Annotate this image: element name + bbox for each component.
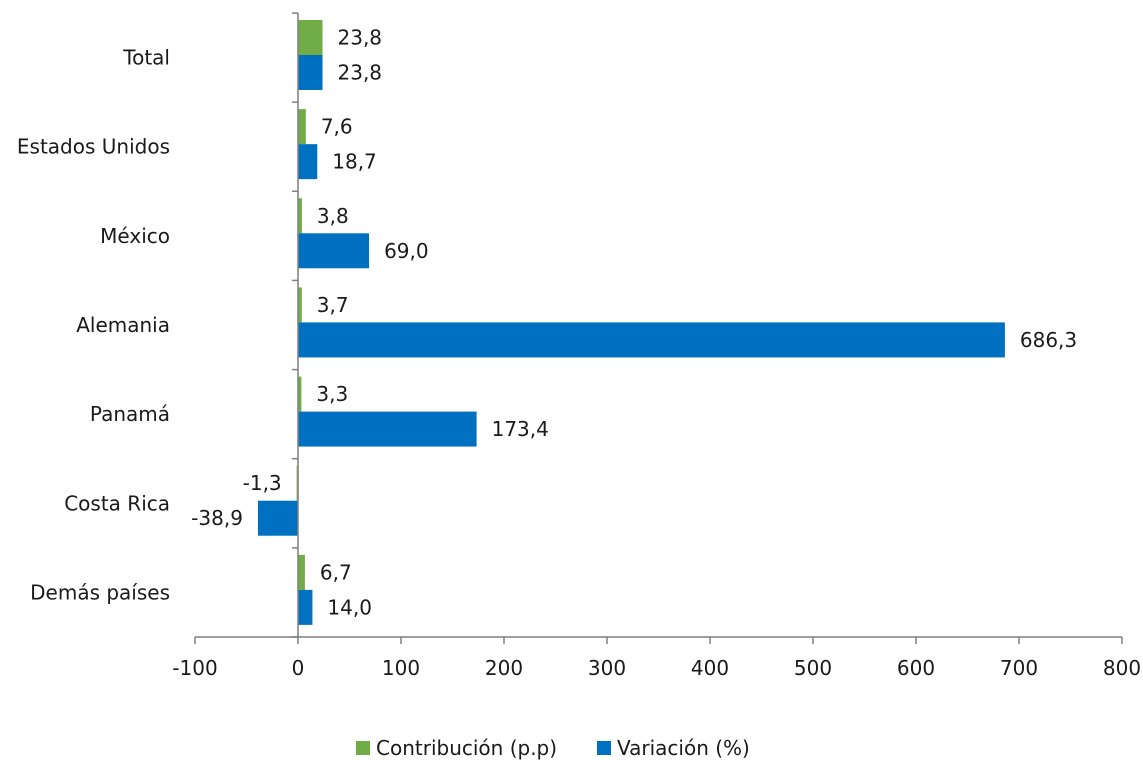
legend: Contribución (p.p) Variación (%) — [356, 736, 750, 760]
category-label-panama: Panamá — [90, 402, 170, 426]
data-label-contribucion-total: 23,8 — [338, 26, 383, 50]
x-tick-label: 0 — [292, 656, 305, 680]
bars-layer — [257, 20, 1005, 625]
category-label-costa-rica: Costa Rica — [64, 491, 170, 515]
bar-contribucion-alemania — [298, 287, 302, 323]
data-label-variacion-panama: 173,4 — [492, 417, 549, 441]
category-label-alemania: Alemania — [76, 313, 170, 337]
data-label-contribucion-estados-unidos: 7,6 — [321, 115, 353, 139]
x-tick-label: 700 — [1000, 656, 1038, 680]
bar-contribucion-demas-paises — [298, 554, 305, 590]
data-label-variacion-mexico: 69,0 — [384, 239, 429, 263]
bar-variacion-alemania — [298, 322, 1005, 358]
category-label-estados-unidos: Estados Unidos — [17, 135, 170, 159]
category-label-total: Total — [122, 46, 170, 70]
data-label-contribucion-mexico: 3,8 — [317, 204, 349, 228]
x-tick-label: -100 — [172, 656, 217, 680]
legend-swatch-contribucion — [356, 741, 370, 755]
data-label-variacion-costa-rica: -38,9 — [191, 506, 243, 530]
data-label-contribucion-panama: 3,3 — [316, 382, 348, 406]
category-label-demas-paises: Demás países — [30, 580, 170, 604]
x-tick-label: 100 — [382, 656, 420, 680]
x-tick-label: 300 — [588, 656, 626, 680]
bar-contribucion-estados-unidos — [298, 109, 306, 145]
bar-variacion-panama — [298, 411, 477, 447]
bar-contribucion-panama — [298, 376, 302, 412]
bar-variacion-demas-paises — [298, 589, 313, 625]
x-tick-label: 500 — [794, 656, 832, 680]
axes-layer — [194, 12, 1123, 644]
bar-variacion-estados-unidos — [298, 144, 318, 180]
data-label-contribucion-costa-rica: -1,3 — [243, 471, 282, 495]
bar-contribucion-mexico — [298, 198, 302, 234]
legend-swatch-variacion — [597, 741, 611, 755]
legend-label-variacion: Variación (%) — [617, 736, 750, 760]
data-label-variacion-estados-unidos: 18,7 — [332, 150, 377, 174]
data-label-variacion-alemania: 686,3 — [1020, 328, 1077, 352]
bar-variacion-mexico — [298, 233, 370, 269]
bar-variacion-total — [298, 55, 323, 90]
bar-variacion-costa-rica — [257, 500, 298, 536]
bar-contribucion-total — [298, 20, 323, 55]
data-label-contribucion-demas-paises: 6,7 — [320, 560, 352, 584]
x-tick-label: 400 — [691, 656, 729, 680]
labels-layer: 23,8 23,8 Total 7,6 18,7 Estados Unidos 3,8 69,… — [17, 26, 1141, 681]
x-tick-label: 200 — [485, 656, 523, 680]
x-tick-label: 600 — [897, 656, 935, 680]
category-label-mexico: México — [100, 224, 170, 248]
x-tick-label: 800 — [1103, 656, 1141, 680]
data-label-variacion-total: 23,8 — [338, 61, 383, 85]
legend-label-contribucion: Contribución (p.p) — [376, 736, 557, 760]
data-label-variacion-demas-paises: 14,0 — [327, 595, 372, 619]
data-label-contribucion-alemania: 3,7 — [317, 293, 349, 317]
